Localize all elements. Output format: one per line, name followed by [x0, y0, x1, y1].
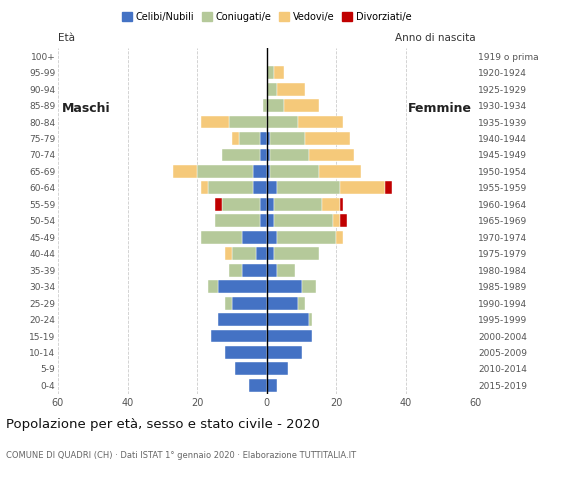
Bar [340, 181, 385, 194]
Bar [277, 83, 305, 96]
Bar [242, 264, 267, 276]
Bar [267, 231, 277, 244]
Bar [267, 379, 277, 392]
Bar [274, 247, 319, 260]
Bar [277, 181, 340, 194]
Bar [208, 280, 218, 293]
Text: COMUNE DI QUADRI (CH) · Dati ISTAT 1° gennaio 2020 · Elaborazione TUTTITALIA.IT: COMUNE DI QUADRI (CH) · Dati ISTAT 1° ge… [6, 451, 356, 460]
Bar [208, 181, 253, 194]
Bar [267, 148, 270, 161]
Bar [267, 181, 277, 194]
Bar [267, 247, 274, 260]
Bar [173, 165, 197, 178]
Bar [322, 198, 340, 211]
Bar [267, 215, 274, 227]
Bar [333, 215, 340, 227]
Bar [211, 330, 267, 342]
Bar [302, 280, 316, 293]
Bar [225, 346, 267, 359]
Bar [274, 215, 333, 227]
Bar [267, 297, 298, 310]
Text: Femmine: Femmine [408, 102, 472, 115]
Bar [215, 215, 260, 227]
Bar [225, 247, 232, 260]
Bar [260, 215, 267, 227]
Text: Maschi: Maschi [61, 102, 110, 115]
Bar [267, 83, 277, 96]
Bar [270, 132, 305, 145]
Bar [201, 116, 229, 129]
Bar [309, 148, 354, 161]
Bar [267, 362, 288, 375]
Bar [229, 264, 242, 276]
Bar [215, 198, 222, 211]
Bar [263, 99, 267, 112]
Bar [260, 198, 267, 211]
Bar [218, 280, 267, 293]
Bar [267, 330, 312, 342]
Bar [340, 215, 347, 227]
Bar [305, 132, 350, 145]
Bar [284, 99, 319, 112]
Bar [222, 148, 260, 161]
Bar [277, 264, 295, 276]
Bar [253, 165, 267, 178]
Bar [260, 148, 267, 161]
Bar [267, 165, 270, 178]
Bar [336, 231, 343, 244]
Bar [201, 231, 242, 244]
Bar [249, 379, 267, 392]
Bar [242, 231, 267, 244]
Bar [277, 231, 336, 244]
Bar [232, 247, 256, 260]
Bar [197, 165, 253, 178]
Bar [267, 66, 274, 79]
Bar [225, 297, 232, 310]
Bar [267, 346, 302, 359]
Bar [232, 132, 239, 145]
Bar [201, 181, 208, 194]
Bar [232, 297, 267, 310]
Bar [298, 297, 305, 310]
Bar [239, 132, 260, 145]
Bar [267, 280, 302, 293]
Bar [309, 313, 312, 326]
Bar [385, 181, 392, 194]
Bar [267, 116, 298, 129]
Bar [229, 116, 267, 129]
Bar [270, 148, 309, 161]
Text: Anno di nascita: Anno di nascita [395, 33, 476, 43]
Bar [267, 99, 284, 112]
Bar [298, 116, 343, 129]
Bar [267, 198, 274, 211]
Bar [235, 362, 267, 375]
Text: Popolazione per età, sesso e stato civile - 2020: Popolazione per età, sesso e stato civil… [6, 418, 320, 431]
Bar [340, 198, 343, 211]
Text: Età: Età [58, 33, 75, 43]
Legend: Celibi/Nubili, Coniugati/e, Vedovi/e, Divorziati/e: Celibi/Nubili, Coniugati/e, Vedovi/e, Di… [118, 8, 415, 26]
Bar [274, 66, 284, 79]
Bar [270, 165, 319, 178]
Bar [267, 132, 270, 145]
Bar [319, 165, 361, 178]
Bar [256, 247, 267, 260]
Bar [274, 198, 322, 211]
Bar [222, 198, 260, 211]
Bar [218, 313, 267, 326]
Bar [267, 313, 309, 326]
Bar [260, 132, 267, 145]
Bar [253, 181, 267, 194]
Bar [267, 264, 277, 276]
